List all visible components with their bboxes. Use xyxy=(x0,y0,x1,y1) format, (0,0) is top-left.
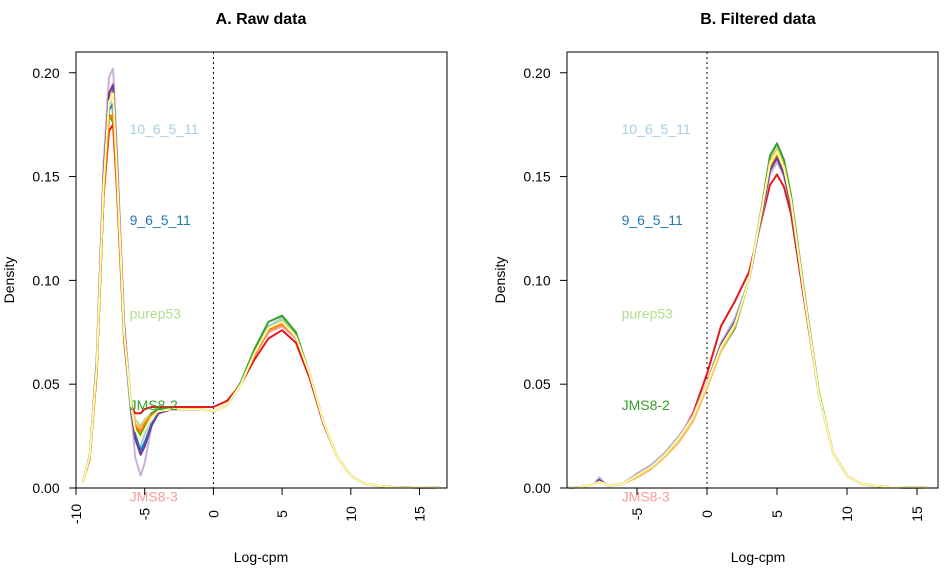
x-axis-label-raw: Log-cpm xyxy=(234,549,288,565)
panel-title-raw: A. Raw data xyxy=(216,11,307,28)
x-tick-label-filtered: 10 xyxy=(839,506,855,522)
x-tick-label-filtered: 0 xyxy=(699,510,715,518)
legend-label-filtered-3: purep53 xyxy=(622,306,674,322)
y-axis-label-raw: Density xyxy=(1,257,17,304)
legend-label-filtered-2: 9_6_5_11 xyxy=(622,212,683,228)
legend-label-filtered-1: 10_6_5_11 xyxy=(622,121,691,137)
y-tick-label-raw: 0.15 xyxy=(32,169,59,185)
legend-label-filtered-4: JMS8-2 xyxy=(622,397,670,413)
legend-label-raw-1: 10_6_5_11 xyxy=(130,121,199,137)
panel-raw-data: A. Raw data 10_6_5_11 9_6_5_11 purep53 JMS8… xyxy=(1,11,448,565)
density-line-filtered-11 xyxy=(566,150,929,489)
y-tick-label-filtered: 0.00 xyxy=(523,480,550,496)
panel-title-filtered: B. Filtered data xyxy=(700,11,816,28)
plot-area-raw: 10_6_5_11 9_6_5_11 purep53 JMS8-2 JMS8-3 0.00… xyxy=(32,51,448,524)
y-axis-label-filtered: Density xyxy=(492,257,508,304)
legend-label-raw-2: 9_6_5_11 xyxy=(130,212,191,228)
legend-label-raw-5: JMS8-3 xyxy=(130,488,178,504)
x-tick-label-raw: -10 xyxy=(68,504,84,524)
x-tick-label-raw: 5 xyxy=(274,510,290,518)
legend-label-filtered-5: JMS8-3 xyxy=(622,488,670,504)
y-tick-label-raw: 0.10 xyxy=(32,272,59,288)
y-tick-label-filtered: 0.20 xyxy=(523,65,550,81)
y-tick-label-raw: 0.00 xyxy=(32,480,59,496)
x-tick-label-raw: 15 xyxy=(412,506,428,522)
x-axis-label-filtered: Log-cpm xyxy=(731,549,785,565)
plot-area-filtered: 10_6_5_11 9_6_5_11 purep53 JMS8-2 JMS8-3 0.00… xyxy=(523,51,939,522)
legend-label-raw-4: JMS8-2 xyxy=(130,397,178,413)
y-tick-label-raw: 0.20 xyxy=(32,65,59,81)
x-tick-label-raw: -5 xyxy=(137,508,153,521)
x-tick-label-raw: 10 xyxy=(343,506,359,522)
x-tick-label-raw: 0 xyxy=(205,510,221,518)
density-line-raw-11 xyxy=(81,92,441,489)
x-tick-label-filtered: 15 xyxy=(909,506,925,522)
plot-frame-filtered xyxy=(566,51,939,489)
y-tick-label-raw: 0.05 xyxy=(32,376,59,392)
x-tick-label-filtered: 5 xyxy=(769,510,785,518)
x-tick-label-filtered: -5 xyxy=(629,508,645,521)
y-tick-label-filtered: 0.10 xyxy=(523,272,550,288)
y-tick-label-filtered: 0.05 xyxy=(523,376,550,392)
legend-label-raw-3: purep53 xyxy=(130,306,182,322)
plot-frame-raw xyxy=(75,51,448,489)
y-tick-label-filtered: 0.15 xyxy=(523,169,550,185)
panel-filtered-data: B. Filtered data 10_6_5_11 9_6_5_11 purep5… xyxy=(492,11,939,565)
